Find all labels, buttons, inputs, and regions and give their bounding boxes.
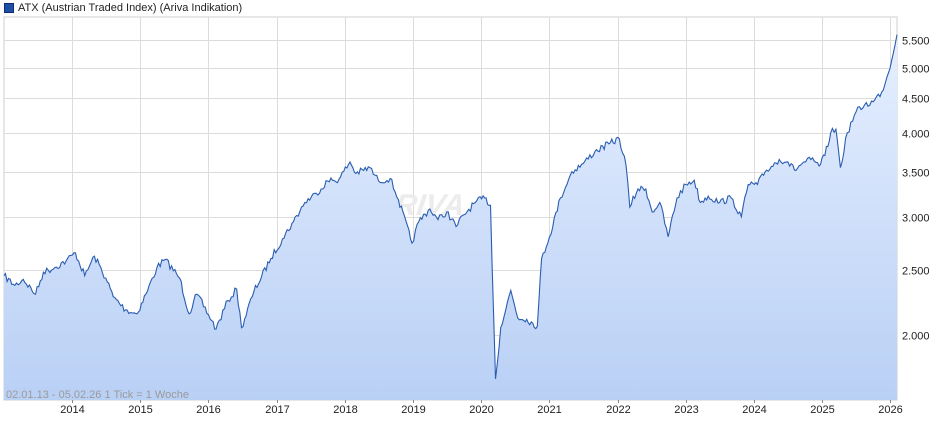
- y-tick-label: 5.500: [902, 36, 930, 48]
- date-range-label: 02.01.13 - 05.02.26 1 Tick = 1 Woche: [6, 389, 189, 401]
- legend: ATX (Austrian Traded Index) (Ariva Indik…: [4, 1, 242, 15]
- series-line: [3, 34, 898, 379]
- y-tick-label: 2.000: [902, 331, 930, 343]
- legend-series-label: ATX (Austrian Traded Index) (Ariva Indik…: [18, 2, 243, 14]
- x-tick-label: 2016: [196, 404, 220, 416]
- x-tick-label: 2018: [333, 404, 357, 416]
- x-tick-label: 2022: [606, 404, 630, 416]
- y-tick-label: 3.000: [902, 213, 930, 225]
- x-tick-label: 2021: [537, 404, 561, 416]
- x-tick-label: 2019: [401, 404, 425, 416]
- series-area-fill: [4, 34, 897, 400]
- x-tick-label: 2025: [810, 404, 834, 416]
- x-tick-label: 2020: [469, 404, 493, 416]
- x-tick-label: 2017: [265, 404, 289, 416]
- y-tick-label: 2.500: [902, 266, 930, 278]
- x-tick-label: 2026: [878, 404, 902, 416]
- x-tick-label: 2024: [742, 404, 766, 416]
- x-tick-label: 2015: [128, 404, 152, 416]
- y-axis-labels: 2.000 2.500 3.000 3.500 4.000 4.500 5.000 5.500: [902, 36, 930, 343]
- x-tick-label: 2023: [674, 404, 698, 416]
- x-axis-labels: 2014 2015 2016 2017 2018 2019 2020 2021 2022 2023…: [60, 404, 902, 416]
- y-tick-label: 4.500: [902, 94, 930, 106]
- legend-swatch: [4, 3, 14, 13]
- y-tick-label: 4.000: [902, 129, 930, 141]
- x-tick-label: 2014: [60, 404, 84, 416]
- y-tick-label: 3.500: [902, 168, 930, 180]
- y-tick-label: 5.000: [902, 64, 930, 76]
